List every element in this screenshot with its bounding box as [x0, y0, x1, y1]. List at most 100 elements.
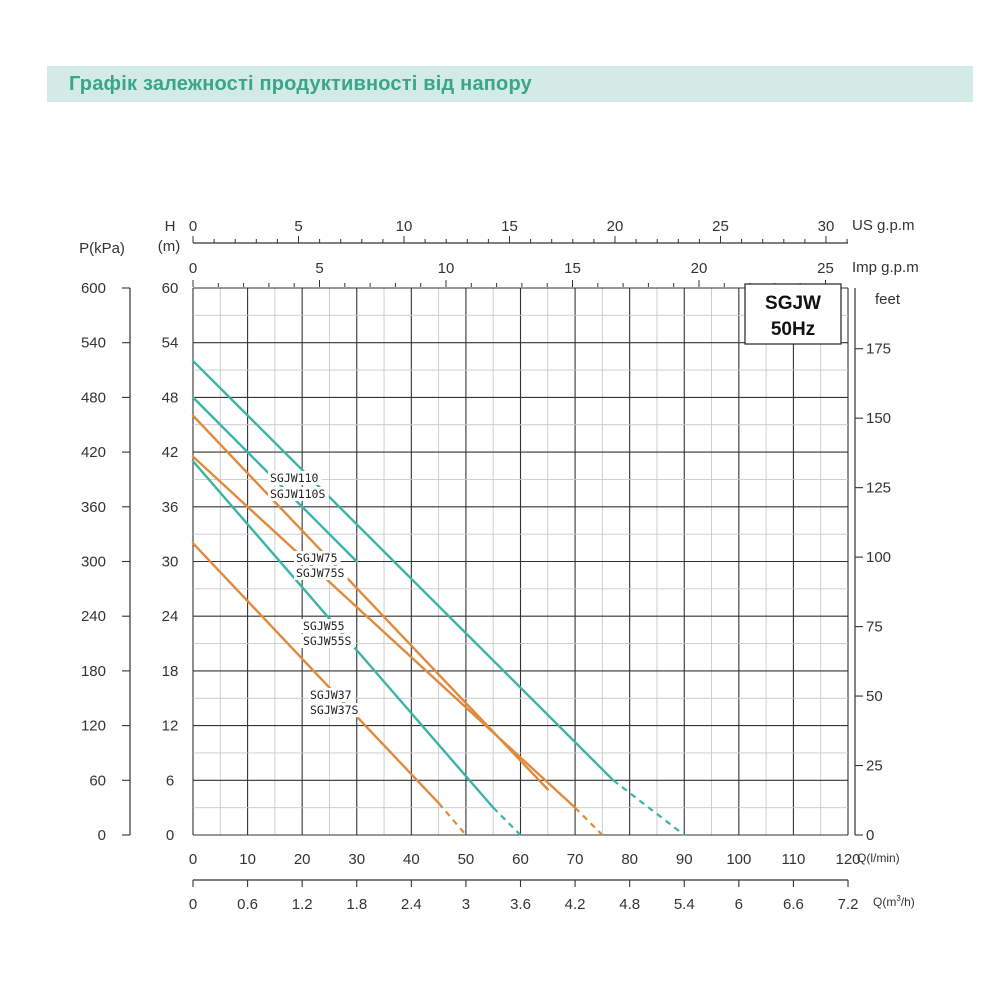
y-tick-head: 0: [166, 827, 174, 844]
y-tick-head: 24: [162, 608, 179, 625]
y-tick-feet: 100: [866, 549, 891, 566]
y-tick-head: 42: [162, 444, 179, 461]
y-tick-kpa: 420: [81, 444, 106, 461]
x-tick-m3h: 3.6: [510, 896, 531, 913]
y-tick-feet: 175: [866, 341, 891, 358]
y-tick-head: 48: [162, 389, 179, 406]
x-tick-lmin: 30: [348, 851, 365, 868]
x-tick-m3h: 6: [735, 896, 743, 913]
x-tick-lmin: 20: [294, 851, 311, 868]
top-axis-label-us: US g.p.m: [852, 217, 915, 234]
y-tick-kpa: 180: [81, 663, 106, 680]
y-tick-head: 6: [166, 772, 174, 789]
top-tick-us: 25: [712, 218, 729, 235]
series-label-bg: [268, 471, 322, 485]
top-tick-us: 0: [189, 218, 197, 235]
series-label-bg: [308, 688, 355, 702]
top-tick-imp: 20: [691, 260, 708, 277]
y-tick-feet: 125: [866, 480, 891, 497]
series-label-bg: [268, 487, 329, 501]
y-tick-head: 30: [162, 554, 179, 571]
x-tick-lmin: 100: [726, 851, 751, 868]
x-tick-lmin: 90: [676, 851, 693, 868]
x-tick-lmin: 0: [189, 851, 197, 868]
x-tick-lmin: 80: [621, 851, 638, 868]
curve-sgjw75s: [191, 455, 577, 809]
x-axis-label-m3h: Q(m3/h): [873, 894, 915, 909]
badge-frequency: 50Hz: [771, 319, 815, 340]
series-label-sgjw75: SGJW75: [296, 551, 338, 565]
x-tick-lmin: 110: [781, 851, 805, 868]
series-label-sgjw110: SGJW110: [270, 471, 319, 485]
x-tick-m3h: 2.4: [401, 896, 422, 913]
top-tick-us: 5: [294, 218, 302, 235]
y-tick-kpa: 480: [81, 389, 106, 406]
x-tick-m3h: 0.6: [237, 896, 258, 913]
y-tick-feet: 50: [866, 688, 883, 705]
y-tick-kpa: 360: [81, 499, 106, 516]
top-axis-label-imp: Imp g.p.m: [852, 259, 919, 276]
y-tick-head: 18: [162, 663, 179, 680]
x-tick-m3h: 7.2: [838, 896, 859, 913]
x-tick-m3h: 4.8: [619, 896, 640, 913]
x-axis-label-m3h-base: Q(m: [873, 895, 896, 909]
series-label-bg: [294, 551, 341, 565]
series-label-sgjw55s: SGJW55S: [303, 634, 352, 648]
y-tick-kpa: 120: [81, 718, 106, 735]
y-axis-label-head-unit: (m): [158, 238, 181, 255]
y-axis-label-head: H: [165, 218, 176, 235]
series-label-bg: [294, 566, 348, 580]
top-tick-imp: 5: [315, 260, 323, 277]
badge-box: [744, 283, 842, 345]
x-axis-label-m3h-end: /h): [901, 895, 915, 909]
y-tick-feet: 25: [866, 758, 883, 775]
series-label-sgjw55: SGJW55: [303, 619, 345, 633]
page-title: Графік залежності продуктивності від нап…: [69, 73, 532, 95]
y-axis-label-kpa: P(kPa): [79, 240, 125, 257]
y-tick-head: 36: [162, 499, 179, 516]
x-tick-m3h: 1.8: [346, 896, 367, 913]
curve-sgjw37-dashed: [437, 802, 467, 836]
y-tick-kpa: 600: [81, 280, 106, 297]
y-tick-kpa: 60: [89, 772, 106, 789]
x-axis-label-lmin: Q(l/min): [857, 851, 900, 865]
y-tick-feet: 150: [866, 410, 891, 427]
x-tick-m3h: 0: [189, 896, 197, 913]
y-tick-head: 12: [162, 718, 179, 735]
y-axis-label-feet: feet: [875, 291, 901, 308]
y-tick-head: 54: [162, 335, 179, 352]
x-axis-label-m3h-sup: 3: [896, 894, 901, 903]
y-tick-kpa: 540: [81, 335, 106, 352]
x-tick-lmin: 60: [512, 851, 529, 868]
x-tick-lmin: 120: [835, 851, 860, 868]
top-tick-us: 15: [501, 218, 518, 235]
curve-sgjw37: [191, 542, 440, 805]
x-tick-m3h: 1.2: [292, 896, 313, 913]
grid: [192, 287, 849, 836]
y-tick-kpa: 300: [81, 554, 106, 571]
x-tick-m3h: 4.2: [565, 896, 586, 913]
top-tick-imp: 15: [564, 260, 581, 277]
series-label-sgjw110s: SGJW110S: [270, 487, 325, 501]
chart-badge: SGJW 50Hz: [744, 283, 842, 345]
series-label-bg: [301, 634, 355, 648]
top-tick-us: 10: [396, 218, 413, 235]
curve-sgjw110s-dashed: [612, 779, 685, 836]
x-tick-m3h: 5.4: [674, 896, 695, 913]
title-banner: Графік залежності продуктивності від нап…: [47, 66, 973, 102]
y-tick-kpa: 0: [98, 827, 106, 844]
curve-sgjw55-dashed: [492, 806, 522, 836]
series-label-sgjw75s: SGJW75S: [296, 566, 345, 580]
x-tick-lmin: 40: [403, 851, 420, 868]
series-label-sgjw37: SGJW37: [310, 688, 352, 702]
series-label-bg: [301, 619, 348, 633]
y-tick-feet: 0: [866, 827, 874, 844]
x-tick-lmin: 10: [239, 851, 256, 868]
y-tick-kpa: 240: [81, 608, 106, 625]
top-tick-imp: 25: [817, 260, 834, 277]
x-tick-lmin: 50: [458, 851, 475, 868]
badge-model: SGJW: [765, 293, 821, 314]
